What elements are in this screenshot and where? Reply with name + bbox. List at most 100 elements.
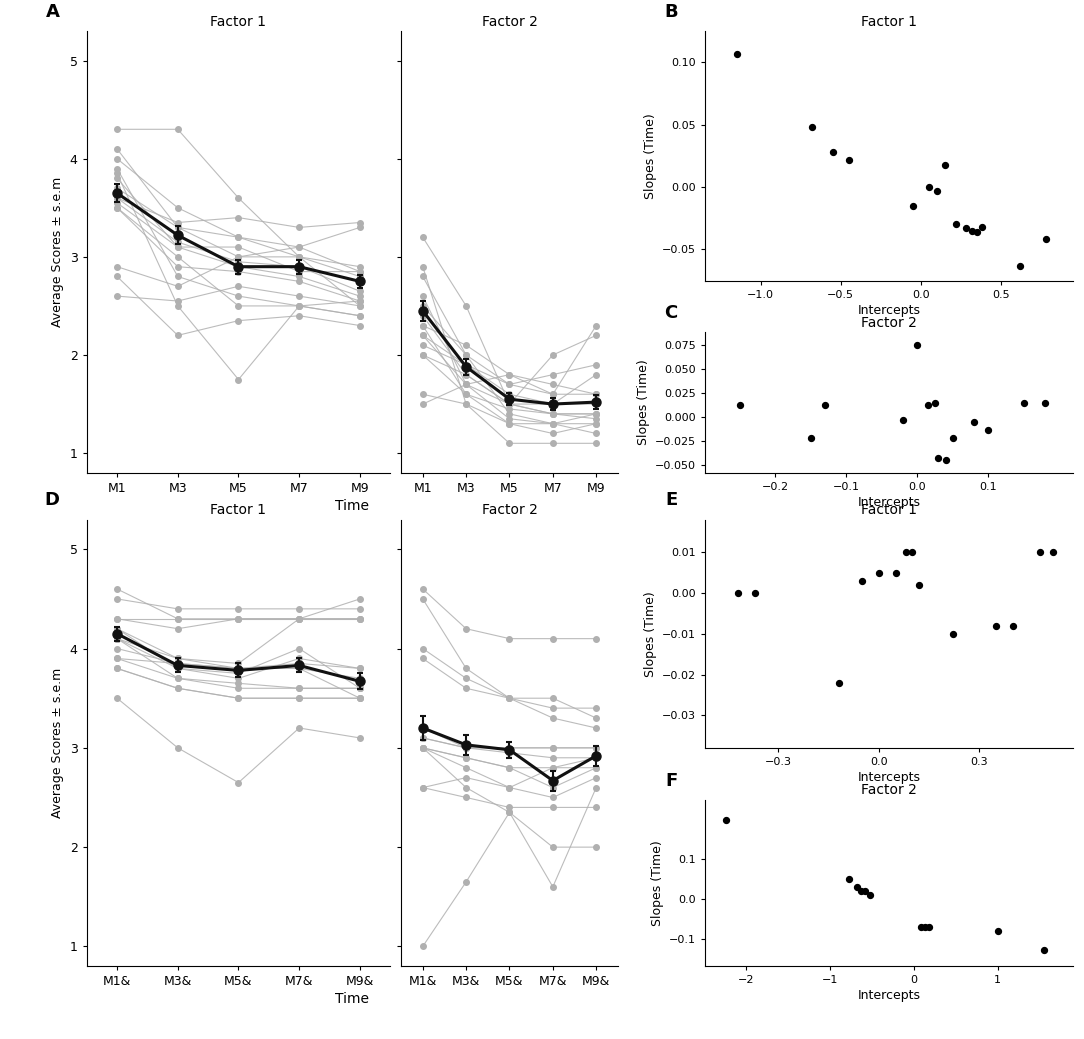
Point	[588, 356, 605, 373]
Point	[291, 611, 308, 628]
Point	[870, 564, 888, 581]
Point	[544, 879, 562, 896]
Point	[501, 804, 518, 821]
Point	[501, 690, 518, 707]
Point	[351, 259, 369, 275]
Point	[414, 327, 431, 344]
X-axis label: Intercepts: Intercepts	[857, 989, 920, 1003]
Point	[230, 670, 247, 687]
Point	[824, 143, 841, 160]
Point	[457, 337, 475, 353]
Point	[414, 259, 431, 275]
Point	[457, 297, 475, 314]
Point	[351, 263, 369, 279]
Y-axis label: Slopes (Time): Slopes (Time)	[644, 591, 657, 676]
Point	[501, 376, 518, 393]
Point	[588, 710, 605, 726]
Point	[944, 625, 962, 642]
Point	[414, 740, 431, 756]
Point	[169, 259, 186, 275]
Point	[230, 660, 247, 676]
Point	[588, 779, 605, 796]
Point	[230, 371, 247, 388]
Point	[169, 219, 186, 236]
Point	[904, 197, 921, 214]
Point	[169, 670, 186, 687]
Point	[108, 268, 126, 285]
Point	[230, 278, 247, 295]
Point	[230, 248, 247, 265]
Point	[108, 650, 126, 667]
Point	[291, 239, 308, 256]
Point	[291, 297, 308, 314]
Point	[937, 452, 954, 469]
Point	[414, 779, 431, 796]
Point	[728, 46, 746, 62]
Point	[544, 416, 562, 432]
Text: Time: Time	[335, 992, 370, 1006]
Point	[351, 729, 369, 746]
Point	[830, 674, 848, 691]
Point	[169, 660, 186, 676]
Point	[457, 769, 475, 785]
Point	[544, 740, 562, 756]
Point	[230, 680, 247, 696]
Point	[414, 297, 431, 314]
Point	[588, 416, 605, 432]
Point	[544, 405, 562, 422]
Point	[816, 397, 834, 414]
Point	[291, 690, 308, 707]
Point	[501, 367, 518, 383]
Point	[457, 356, 475, 373]
Point	[291, 656, 308, 672]
Point	[108, 581, 126, 597]
Point	[351, 283, 369, 299]
Point	[108, 650, 126, 667]
Point	[414, 729, 431, 746]
Point	[803, 118, 821, 135]
Point	[351, 660, 369, 676]
Point	[973, 218, 991, 235]
Point	[414, 640, 431, 657]
Point	[230, 229, 247, 245]
Point	[501, 396, 518, 412]
Point	[169, 219, 186, 236]
Point	[544, 710, 562, 726]
Point	[457, 347, 475, 364]
Point	[1031, 543, 1048, 560]
Y-axis label: Slopes (Time): Slopes (Time)	[637, 359, 650, 446]
Point	[414, 327, 431, 344]
Point	[746, 585, 763, 602]
Text: C: C	[664, 304, 678, 322]
Point	[291, 248, 308, 265]
Point	[414, 385, 431, 402]
Point	[989, 923, 1006, 939]
Point	[544, 396, 562, 412]
Point	[544, 385, 562, 402]
Point	[291, 288, 308, 304]
Point	[717, 811, 734, 828]
Point	[964, 222, 981, 239]
Point	[414, 590, 431, 607]
X-axis label: Intercepts: Intercepts	[857, 771, 920, 784]
Point	[588, 367, 605, 383]
Point	[588, 385, 605, 402]
Point	[230, 656, 247, 672]
Point	[457, 376, 475, 393]
Point	[414, 288, 431, 304]
Point	[169, 656, 186, 672]
Point	[988, 617, 1005, 634]
Point	[544, 376, 562, 393]
Point	[457, 385, 475, 402]
Point	[457, 760, 475, 776]
Point	[108, 631, 126, 647]
Point	[291, 720, 308, 737]
Point	[291, 259, 308, 275]
Point	[108, 631, 126, 647]
Point	[588, 740, 605, 756]
Point	[588, 410, 605, 427]
Point	[414, 740, 431, 756]
Point	[108, 640, 126, 657]
Point	[291, 248, 308, 265]
Point	[351, 219, 369, 236]
